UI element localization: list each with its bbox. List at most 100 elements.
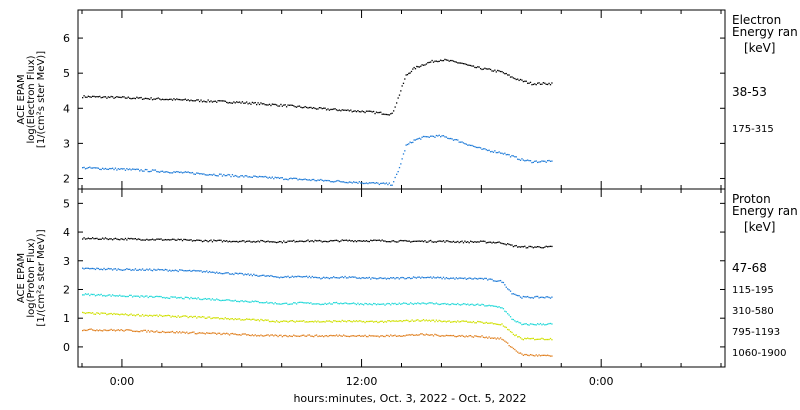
data-point	[471, 321, 473, 324]
data-point	[263, 335, 265, 337]
data-point	[149, 295, 151, 298]
data-point	[501, 338, 503, 341]
data-point	[327, 108, 329, 110]
data-point	[320, 240, 322, 242]
data-point	[147, 239, 149, 241]
data-point	[111, 96, 114, 98]
data-point	[527, 337, 529, 339]
data-point	[308, 275, 311, 278]
data-point	[492, 280, 495, 282]
data-point	[251, 318, 254, 320]
data-point	[159, 295, 161, 298]
data-point	[273, 103, 275, 106]
data-point	[451, 59, 453, 62]
data-point	[479, 147, 482, 149]
data-point	[234, 102, 236, 104]
data-point	[502, 72, 505, 74]
data-point	[315, 108, 318, 110]
data-point	[107, 96, 109, 98]
data-point	[317, 335, 319, 338]
data-point	[434, 303, 436, 305]
data-point	[216, 317, 218, 319]
data-point	[517, 78, 519, 80]
data-point	[176, 269, 178, 272]
data-point	[323, 240, 325, 243]
data-point	[461, 62, 463, 64]
data-point	[181, 331, 184, 333]
data-point	[119, 268, 121, 271]
data-point	[285, 276, 288, 278]
data-point	[528, 338, 530, 340]
data-point	[522, 159, 525, 161]
data-point	[260, 275, 262, 277]
data-point	[275, 303, 278, 305]
data-point	[176, 170, 178, 173]
data-point	[441, 303, 443, 305]
data-point	[518, 321, 520, 324]
data-point	[414, 320, 416, 322]
data-point	[325, 179, 328, 182]
data-point	[89, 328, 91, 330]
data-point	[388, 303, 390, 305]
data-point	[263, 176, 265, 178]
data-point	[512, 293, 515, 295]
data-point	[90, 96, 92, 98]
data-point	[372, 239, 375, 241]
data-point	[532, 354, 535, 357]
data-point	[260, 102, 262, 104]
data-point	[113, 294, 115, 297]
data-point	[324, 277, 326, 279]
data-point	[509, 76, 512, 78]
data-point	[301, 320, 303, 322]
data-point	[445, 334, 448, 337]
data-point	[335, 109, 338, 111]
data-point	[511, 154, 513, 157]
data-point	[130, 169, 132, 171]
data-point	[478, 66, 480, 68]
data-point	[146, 238, 148, 241]
data-point	[218, 173, 221, 175]
data-point	[529, 353, 532, 356]
data-point	[344, 320, 346, 322]
data-point	[519, 352, 522, 354]
data-point	[139, 331, 141, 333]
data-point	[534, 355, 536, 357]
data-point	[288, 177, 291, 180]
data-point	[468, 321, 470, 323]
data-point	[204, 297, 206, 300]
data-point	[131, 97, 134, 100]
data-point	[384, 277, 386, 279]
data-point	[417, 334, 419, 336]
data-point	[100, 293, 102, 296]
data-point	[531, 323, 533, 325]
data-point	[120, 238, 122, 240]
data-point	[103, 238, 105, 240]
data-point	[468, 277, 470, 279]
data-point	[385, 303, 388, 305]
data-point	[428, 302, 430, 304]
data-point	[507, 153, 509, 156]
data-point	[378, 183, 380, 186]
data-point	[250, 301, 252, 303]
data-point	[424, 135, 426, 138]
data-point	[196, 298, 198, 300]
proton-series-310-580	[81, 293, 553, 326]
data-point	[99, 268, 101, 271]
data-point	[164, 268, 167, 271]
data-point	[465, 241, 467, 243]
data-point	[224, 299, 226, 301]
data-point	[390, 113, 392, 115]
data-point	[193, 315, 195, 318]
data-point	[321, 303, 323, 305]
x-axis-label: hours:minutes, Oct. 3, 2022 - Oct. 5, 20…	[293, 392, 526, 405]
data-point	[541, 324, 543, 326]
data-point	[91, 267, 94, 270]
data-point	[169, 239, 171, 241]
data-point	[328, 302, 331, 304]
data-point	[254, 334, 256, 336]
data-point	[163, 315, 165, 317]
data-point	[265, 104, 268, 106]
data-point	[494, 337, 496, 339]
data-point	[375, 239, 378, 242]
data-point	[161, 315, 164, 318]
